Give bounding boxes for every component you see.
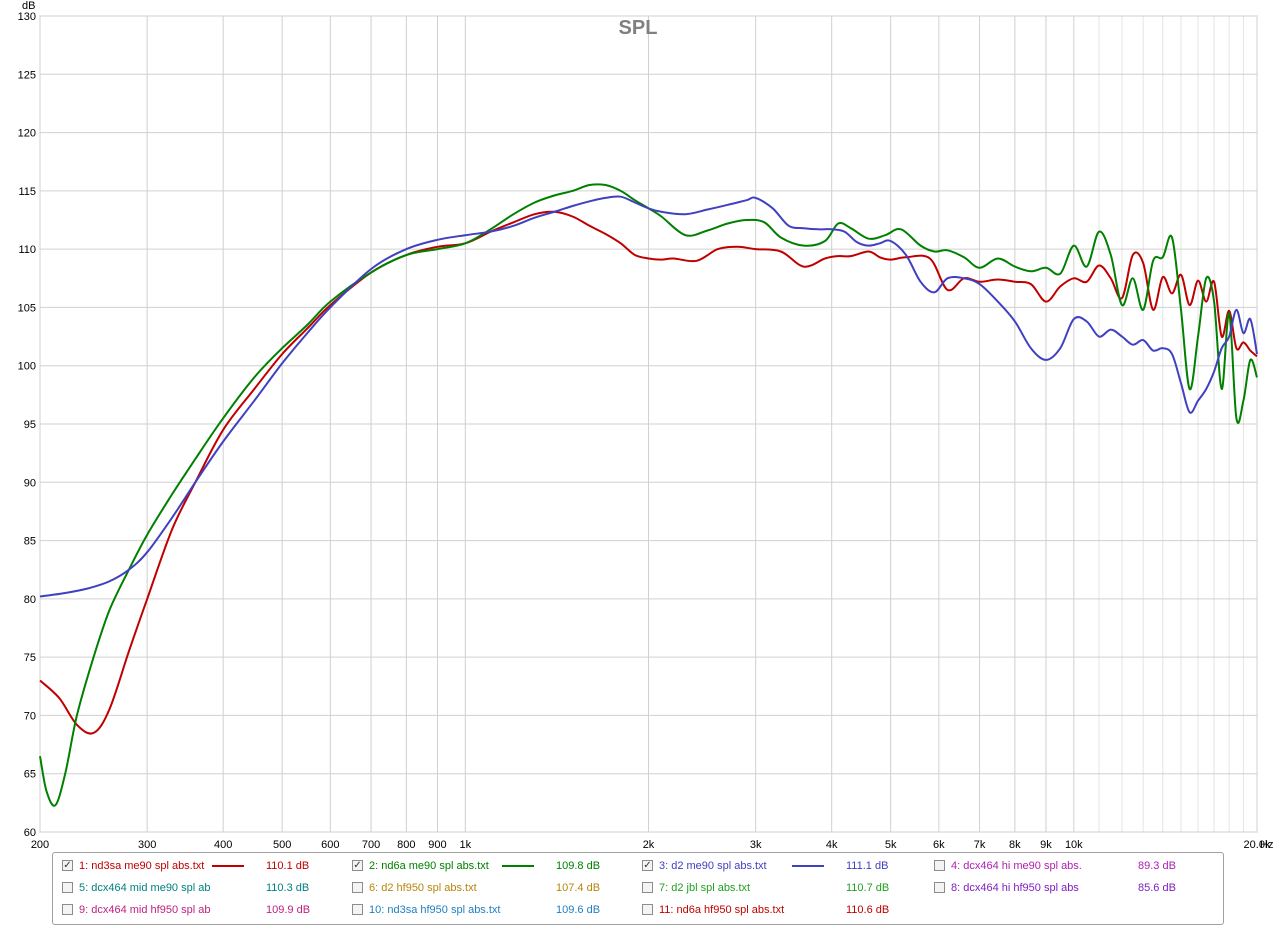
- y-tick-label: 75: [24, 652, 36, 664]
- x-tick-label: 800: [397, 839, 415, 851]
- legend-value: 107.4 dB: [556, 882, 601, 894]
- legend-checkbox[interactable]: [352, 904, 363, 915]
- y-axis-label: dB: [22, 0, 35, 12]
- y-tick-label: 100: [18, 361, 36, 373]
- legend-checkbox[interactable]: [934, 860, 945, 871]
- legend-label: 10: nd3sa hf950 spl abs.txt: [369, 904, 501, 916]
- y-tick-label: 115: [18, 186, 36, 198]
- chart-grid: [39, 15, 1258, 833]
- y-tick-label: 65: [24, 769, 36, 781]
- x-tick-label: 8k: [1009, 839, 1021, 851]
- legend-item-4: 4: dcx464 hi me90 spl abs. 89.3 dB: [934, 858, 1216, 874]
- x-tick-label: 400: [214, 839, 232, 851]
- legend-panel: ✓ 1: nd3sa me90 spl abs.txt 110.1 dB ✓ 2: nd…: [52, 852, 1224, 925]
- x-tick-label: 300: [138, 839, 156, 851]
- y-tick-label: 110: [18, 244, 36, 256]
- legend-label: 2: nd6a me90 spl abs.txt: [369, 860, 489, 872]
- x-tick-label: 6k: [933, 839, 945, 851]
- x-tick-label: 3k: [750, 839, 762, 851]
- legend-item-7: 7: d2 jbl spl abs.txt 110.7 dB: [642, 880, 924, 896]
- legend-value: 109.6 dB: [556, 904, 601, 916]
- legend-label: 3: d2 me90 spl abs.txt: [659, 860, 767, 872]
- y-tick-label: 130: [18, 11, 36, 23]
- legend-line-swatch: [502, 865, 534, 867]
- x-tick-label: 9k: [1040, 839, 1052, 851]
- legend-value: 110.3 dB: [266, 882, 310, 894]
- x-axis-unit: Hz: [1260, 839, 1273, 851]
- legend-value: 89.3 dB: [1138, 860, 1176, 872]
- x-tick-label: 10k: [1065, 839, 1083, 851]
- y-tick-label: 90: [24, 477, 36, 489]
- x-tick-label: 200: [31, 839, 49, 851]
- x-axis-ticks: 200 300 400 500 600 700 800 900 1k 2k 3k 4k 5k 6k 7k 8k…: [31, 839, 1271, 851]
- x-tick-label: 4k: [826, 839, 838, 851]
- y-axis-ticks: 60 65 70 75 80 85 90 95 100 105 110 115 120 125 130: [18, 11, 36, 839]
- legend-item-10: 10: nd3sa hf950 spl abs.txt 109.6 dB: [352, 902, 634, 918]
- x-tick-label: 20.0k: [1244, 839, 1271, 851]
- spl-chart: 200 300 400 500 600 700 800 900 1k 2k 3k 4k 5k 6k 7k 8k…: [18, 0, 1274, 851]
- legend-checkbox[interactable]: [642, 882, 653, 893]
- legend-checkbox[interactable]: ✓: [352, 860, 363, 871]
- series-line-2: [39, 183, 1258, 807]
- legend-label: 5: dcx464 mid me90 spl ab: [79, 882, 211, 894]
- x-tick-label: 7k: [974, 839, 986, 851]
- x-tick-label: 900: [428, 839, 446, 851]
- series-line-1: [39, 210, 1258, 735]
- legend-checkbox[interactable]: [934, 882, 945, 893]
- legend-value: 110.7 dB: [846, 882, 890, 894]
- y-tick-label: 105: [18, 302, 36, 314]
- legend-checkbox[interactable]: [62, 904, 73, 915]
- y-tick-label: 85: [24, 536, 36, 548]
- legend-label: 11: nd6a hf950 spl abs.txt: [659, 904, 785, 916]
- legend-label: 7: d2 jbl spl abs.txt: [659, 882, 751, 894]
- y-tick-label: 70: [24, 710, 36, 722]
- x-tick-label: 500: [273, 839, 291, 851]
- legend-value: 110.6 dB: [846, 904, 890, 916]
- legend-item-8: 8: dcx464 hi hf950 spl abs 85.6 dB: [934, 880, 1216, 896]
- chart-title: SPL: [619, 17, 658, 39]
- legend-item-1: ✓ 1: nd3sa me90 spl abs.txt 110.1 dB: [62, 858, 344, 874]
- legend-value: 109.9 dB: [266, 904, 311, 916]
- legend-checkbox[interactable]: [62, 882, 73, 893]
- legend-checkbox[interactable]: [642, 904, 653, 915]
- legend-line-swatch: [792, 865, 824, 867]
- legend-label: 6: d2 hf950 spl abs.txt: [369, 882, 477, 894]
- legend-value: 85.6 dB: [1138, 882, 1176, 894]
- x-tick-label: 2k: [643, 839, 655, 851]
- x-tick-label: 700: [362, 839, 380, 851]
- y-tick-label: 125: [18, 69, 36, 81]
- legend-checkbox[interactable]: [352, 882, 363, 893]
- legend-label: 1: nd3sa me90 spl abs.txt: [79, 860, 205, 872]
- legend-value: 109.8 dB: [556, 860, 601, 872]
- legend-value: 110.1 dB: [266, 860, 310, 872]
- legend-checkbox[interactable]: ✓: [62, 860, 73, 871]
- x-tick-label: 600: [321, 839, 339, 851]
- legend-value: 111.1 dB: [846, 860, 889, 872]
- plot-area: [39, 183, 1258, 807]
- y-tick-label: 60: [24, 827, 36, 839]
- legend-item-9: 9: dcx464 mid hf950 spl ab 109.9 dB: [62, 902, 344, 918]
- legend-item-11: 11: nd6a hf950 spl abs.txt 110.6 dB: [642, 902, 924, 918]
- legend-line-swatch: [212, 865, 244, 867]
- legend-label: 4: dcx464 hi me90 spl abs.: [951, 860, 1082, 872]
- legend-item-6: 6: d2 hf950 spl abs.txt 107.4 dB: [352, 880, 634, 896]
- legend-item-2: ✓ 2: nd6a me90 spl abs.txt 109.8 dB: [352, 858, 634, 874]
- x-tick-label: 1k: [460, 839, 472, 851]
- y-tick-label: 80: [24, 594, 36, 606]
- series-line-3: [39, 195, 1258, 598]
- x-tick-label: 5k: [885, 839, 897, 851]
- y-tick-label: 120: [18, 128, 36, 140]
- y-tick-label: 95: [24, 419, 36, 431]
- legend-label: 9: dcx464 mid hf950 spl ab: [79, 904, 211, 916]
- legend-item-3: ✓ 3: d2 me90 spl abs.txt 111.1 dB: [642, 858, 924, 874]
- legend-label: 8: dcx464 hi hf950 spl abs: [951, 882, 1079, 894]
- legend-checkbox[interactable]: ✓: [642, 860, 653, 871]
- legend-item-5: 5: dcx464 mid me90 spl ab 110.3 dB: [62, 880, 344, 896]
